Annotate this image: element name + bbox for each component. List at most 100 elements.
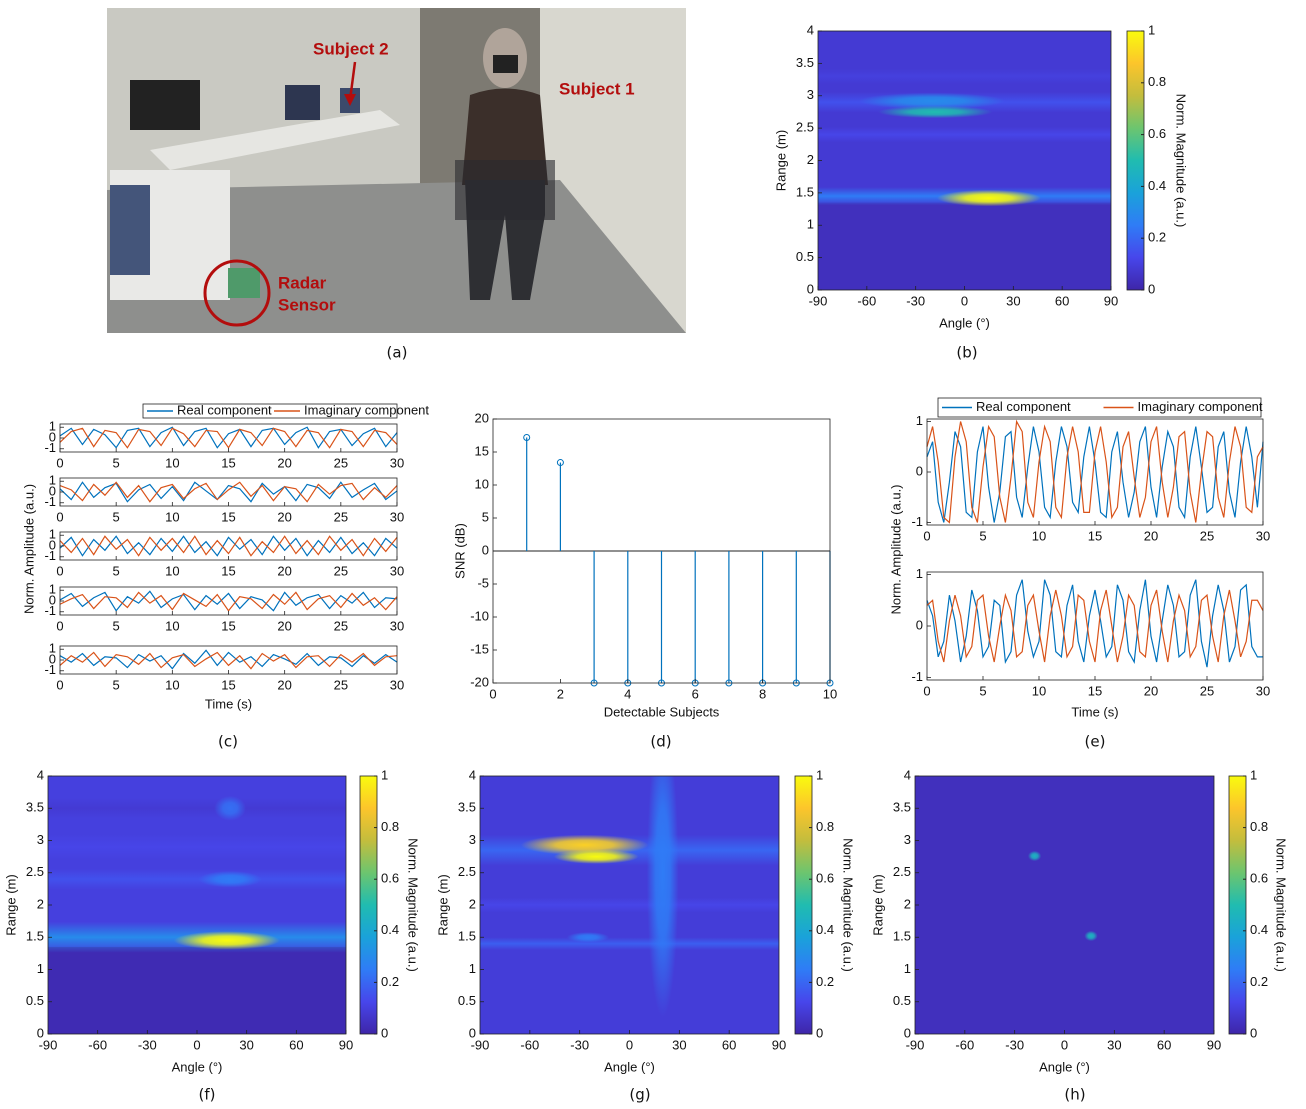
x-tick-label: 15 bbox=[221, 509, 235, 524]
y-tick-label: 1 bbox=[37, 961, 44, 976]
photo-label: Radar bbox=[278, 273, 327, 292]
y-tick-label: -15 bbox=[470, 641, 489, 656]
x-tick-label: 0 bbox=[193, 1037, 200, 1052]
heatmap-peak bbox=[567, 932, 610, 942]
heatmap-background bbox=[915, 776, 1214, 1034]
x-tick-label: 30 bbox=[239, 1037, 253, 1052]
colorbar-label: Norm. Magnitude (a.u.) bbox=[841, 838, 856, 972]
x-tick-label: 5 bbox=[113, 677, 120, 692]
colorbar-label: Norm. Magnitude (a.u.) bbox=[1274, 838, 1289, 972]
y-tick-label: 1 bbox=[49, 582, 56, 597]
colorbar-tick-label: 0.8 bbox=[381, 819, 399, 834]
y-tick-label: 15 bbox=[475, 443, 489, 458]
y-tick-label: 4 bbox=[37, 767, 44, 782]
heatmap-peak bbox=[174, 931, 280, 950]
x-tick-label: 25 bbox=[334, 563, 348, 578]
heatmap bbox=[48, 776, 346, 1034]
x-tick-label: 30 bbox=[390, 509, 404, 524]
y-tick-label: 0.5 bbox=[893, 993, 911, 1008]
x-tick-label: 0 bbox=[56, 618, 63, 633]
y-tick-label: 1.5 bbox=[458, 929, 476, 944]
colorbar-tick-label: 0.8 bbox=[1250, 819, 1268, 834]
colorbar-tick-label: 0.2 bbox=[381, 974, 399, 989]
x-tick-label: 30 bbox=[390, 563, 404, 578]
x-tick-label: 0 bbox=[56, 455, 63, 470]
y-tick-label: 1 bbox=[49, 527, 56, 542]
y-tick-label: 1 bbox=[49, 641, 56, 656]
x-tick-label: 20 bbox=[277, 677, 291, 692]
x-tick-label: -60 bbox=[88, 1037, 107, 1052]
x-tick-label: 5 bbox=[113, 455, 120, 470]
colorbar-tick-label: 1 bbox=[816, 767, 823, 782]
x-tick-label: 90 bbox=[1207, 1037, 1221, 1052]
x-tick-label: 60 bbox=[289, 1037, 303, 1052]
x-tick-label: -60 bbox=[955, 1037, 974, 1052]
y-axis-label: Norm. Amplitude (a.u.) bbox=[21, 484, 36, 614]
x-tick-label: 90 bbox=[772, 1037, 786, 1052]
x-tick-label: -30 bbox=[138, 1037, 157, 1052]
heatmap-peak bbox=[937, 190, 1041, 207]
colorbar-tick-label: 0.4 bbox=[1250, 922, 1268, 937]
heatmap-band bbox=[480, 937, 779, 950]
line bbox=[927, 590, 1263, 662]
heatmap-peak bbox=[214, 796, 246, 821]
heatmap-peak bbox=[647, 728, 679, 1017]
x-tick-label: 60 bbox=[722, 1037, 736, 1052]
heatmap bbox=[915, 776, 1214, 1034]
colorbar-tick-label: 0.6 bbox=[816, 871, 834, 886]
x-tick-label: 30 bbox=[672, 1037, 686, 1052]
x-tick-label: 10 bbox=[1032, 528, 1046, 543]
x-tick-label: 30 bbox=[390, 455, 404, 470]
x-tick-label: 20 bbox=[277, 509, 291, 524]
x-tick-label: 20 bbox=[277, 455, 291, 470]
x-tick-label: 10 bbox=[165, 563, 179, 578]
colorbar bbox=[1127, 31, 1144, 290]
colorbar-tick-label: 0.2 bbox=[1250, 974, 1268, 989]
x-tick-label: 5 bbox=[113, 563, 120, 578]
heatmap-region bbox=[818, 203, 1111, 290]
y-axis-label: Range (m) bbox=[435, 874, 450, 935]
colorbar-tick-label: 1 bbox=[1250, 767, 1257, 782]
x-tick-label: 10 bbox=[165, 455, 179, 470]
colorbar-tick-label: 0 bbox=[381, 1025, 388, 1040]
y-axis-label: SNR (dB) bbox=[452, 523, 467, 579]
axes-frame bbox=[60, 478, 397, 506]
heatmap-band bbox=[818, 127, 1111, 143]
y-tick-label: 2 bbox=[469, 896, 476, 911]
y-tick-label: 3.5 bbox=[893, 800, 911, 815]
x-tick-label: 90 bbox=[339, 1037, 353, 1052]
x-tick-label: 2 bbox=[557, 686, 564, 701]
heatmap-band bbox=[48, 869, 346, 890]
y-tick-label: 1.5 bbox=[893, 929, 911, 944]
heatmap-peak bbox=[554, 849, 639, 863]
line bbox=[60, 482, 397, 501]
y-tick-label: 3 bbox=[807, 87, 814, 102]
x-tick-label: 15 bbox=[1088, 528, 1102, 543]
x-tick-label: -30 bbox=[570, 1037, 589, 1052]
y-tick-label: 0.5 bbox=[26, 993, 44, 1008]
x-axis-label: Time (s) bbox=[205, 696, 252, 711]
colorbar-tick-label: 0.2 bbox=[816, 974, 834, 989]
panel-caption: (g) bbox=[629, 1086, 650, 1104]
colorbar-tick-label: 0.8 bbox=[1148, 74, 1166, 89]
x-tick-label: 15 bbox=[221, 618, 235, 633]
x-axis-label: Time (s) bbox=[1071, 704, 1118, 719]
x-tick-label: 25 bbox=[334, 677, 348, 692]
x-tick-label: 0 bbox=[56, 509, 63, 524]
x-tick-label: 0 bbox=[626, 1037, 633, 1052]
y-tick-label: 1 bbox=[807, 217, 814, 232]
x-tick-label: -30 bbox=[906, 293, 925, 308]
x-tick-label: 25 bbox=[334, 509, 348, 524]
colorbar-label: Norm. Magnitude (a.u.) bbox=[406, 838, 421, 972]
y-tick-label: 1 bbox=[916, 566, 923, 581]
y-tick-label: 1 bbox=[49, 419, 56, 434]
y-tick-label: 1 bbox=[916, 413, 923, 428]
y-tick-label: 0 bbox=[916, 463, 923, 478]
x-tick-label: 0 bbox=[1061, 1037, 1068, 1052]
y-tick-label: 0.5 bbox=[796, 249, 814, 264]
y-axis-label: Norm. Amplitude (a.u.) bbox=[888, 484, 903, 614]
x-tick-label: 0 bbox=[56, 563, 63, 578]
x-tick-label: 20 bbox=[277, 563, 291, 578]
x-tick-label: 10 bbox=[165, 509, 179, 524]
colorbar-tick-label: 0.6 bbox=[1148, 126, 1166, 141]
